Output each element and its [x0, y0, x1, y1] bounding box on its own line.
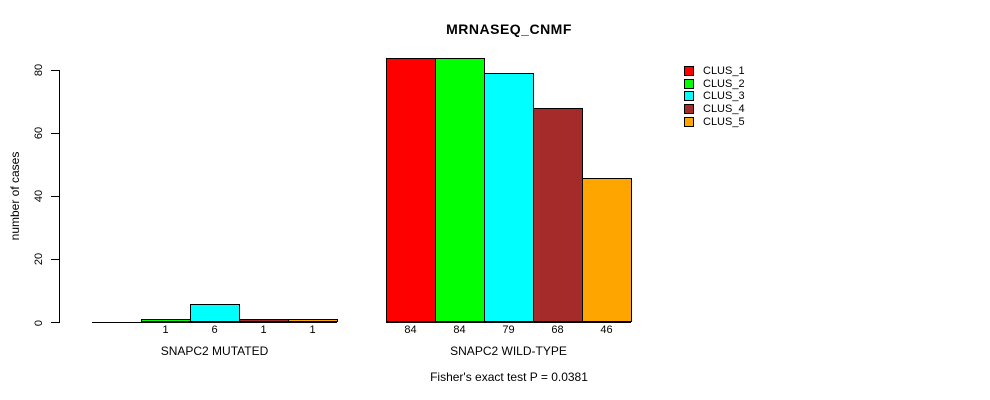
bar-value-label: 68 — [551, 324, 564, 336]
bar-clus_5 — [582, 177, 632, 323]
chart-title: MRNASEQ_CNMF — [446, 21, 572, 37]
legend-label: CLUS_2 — [703, 77, 745, 90]
y-axis-line — [59, 70, 60, 324]
bar-value-label: 1 — [260, 324, 267, 336]
bar-value-label: 6 — [211, 324, 218, 336]
legend-swatch-clus_1 — [684, 66, 694, 76]
bar-value-label: 1 — [309, 324, 316, 336]
y-axis-tick-label: 20 — [33, 253, 45, 266]
y-axis-tick-label: 0 — [33, 319, 45, 326]
y-axis-tick — [51, 322, 59, 323]
y-axis-tick-label: 40 — [33, 190, 45, 203]
group-label: SNAPC2 WILD-TYPE — [450, 344, 567, 358]
bar-value-label: 84 — [453, 324, 466, 336]
bar-clus_4 — [533, 108, 583, 323]
bar-clus_1 — [386, 57, 436, 323]
bar-value-label: 1 — [162, 324, 169, 336]
legend-swatch-clus_5 — [684, 116, 694, 127]
y-axis-tick — [51, 195, 59, 197]
legend-swatch-clus_3 — [684, 91, 694, 102]
group-label: SNAPC2 MUTATED — [160, 344, 269, 358]
y-axis-tick — [51, 132, 59, 134]
bar-clus_4 — [239, 319, 289, 323]
fisher-test-annotation: Fisher's exact test P = 0.0381 — [430, 370, 588, 384]
bar-clus_2 — [435, 57, 485, 323]
bar-value-label: 79 — [502, 324, 515, 336]
bar-clus_3 — [190, 303, 240, 323]
y-axis-tick — [51, 258, 59, 260]
y-axis-tick — [51, 69, 59, 71]
legend-label: CLUS_5 — [703, 115, 745, 128]
bar-clus_5 — [288, 319, 338, 323]
y-axis-label: number of cases — [8, 151, 22, 241]
legend-label: CLUS_3 — [703, 90, 745, 103]
y-axis-tick-label: 80 — [33, 64, 45, 77]
bar-clus_3 — [484, 73, 534, 323]
bar-value-label: 46 — [600, 324, 613, 336]
y-axis-tick-label: 60 — [33, 127, 45, 140]
legend-label: CLUS_4 — [703, 103, 745, 116]
legend-label: CLUS_1 — [703, 65, 745, 77]
bar-value-label: 84 — [404, 324, 417, 336]
bar-clus_2 — [141, 319, 191, 323]
legend-swatch-clus_2 — [684, 78, 694, 89]
legend-swatch-clus_4 — [684, 104, 694, 115]
